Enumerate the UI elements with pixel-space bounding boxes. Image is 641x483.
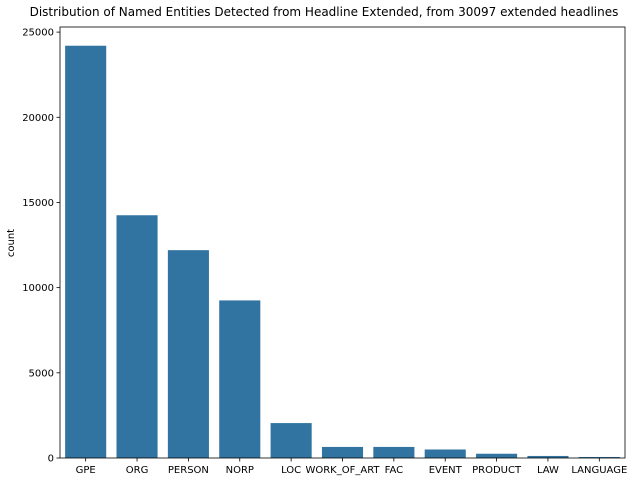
x-tick-label: NORP (226, 465, 254, 476)
y-tick-label: 0 (48, 454, 54, 465)
bar-product (476, 453, 518, 458)
bar-person (167, 250, 209, 458)
bar-norp (219, 300, 261, 458)
y-axis-label: count (6, 229, 17, 257)
x-tick-label: WORK_OF_ART (305, 465, 380, 476)
y-tick-label: 10000 (22, 283, 54, 294)
bar-work-of-art (321, 446, 364, 458)
bar-law (527, 455, 569, 458)
x-tick-label: LAW (537, 465, 559, 476)
x-tick-label: PRODUCT (472, 465, 522, 476)
chart-title: Distribution of Named Entities Detected … (30, 5, 619, 19)
y-tick-label: 15000 (22, 198, 54, 209)
x-tick-label: GPE (76, 465, 96, 476)
x-tick-label: PERSON (168, 465, 209, 476)
bar-loc (270, 423, 312, 458)
y-tick-label: 25000 (22, 28, 54, 39)
bar-fac (373, 446, 415, 458)
bars-layer (65, 45, 620, 458)
x-tick-label: FAC (385, 465, 403, 476)
x-tick-label: ORG (126, 465, 149, 476)
bar-language (578, 456, 620, 458)
ticks-layer: GPE ORG PERSON NORP LOC WORK_OF_ART FAC EVENT PR… (22, 28, 627, 476)
bar-org (116, 215, 158, 458)
x-tick-label: LOC (281, 465, 301, 476)
y-tick-label: 20000 (22, 113, 54, 124)
x-tick-label: EVENT (429, 465, 463, 476)
bar-gpe (65, 45, 107, 458)
bar-event (424, 449, 466, 458)
plot-frame (59, 26, 626, 459)
x-tick-label: LANGUAGE (571, 465, 627, 476)
y-tick-label: 5000 (29, 368, 54, 379)
